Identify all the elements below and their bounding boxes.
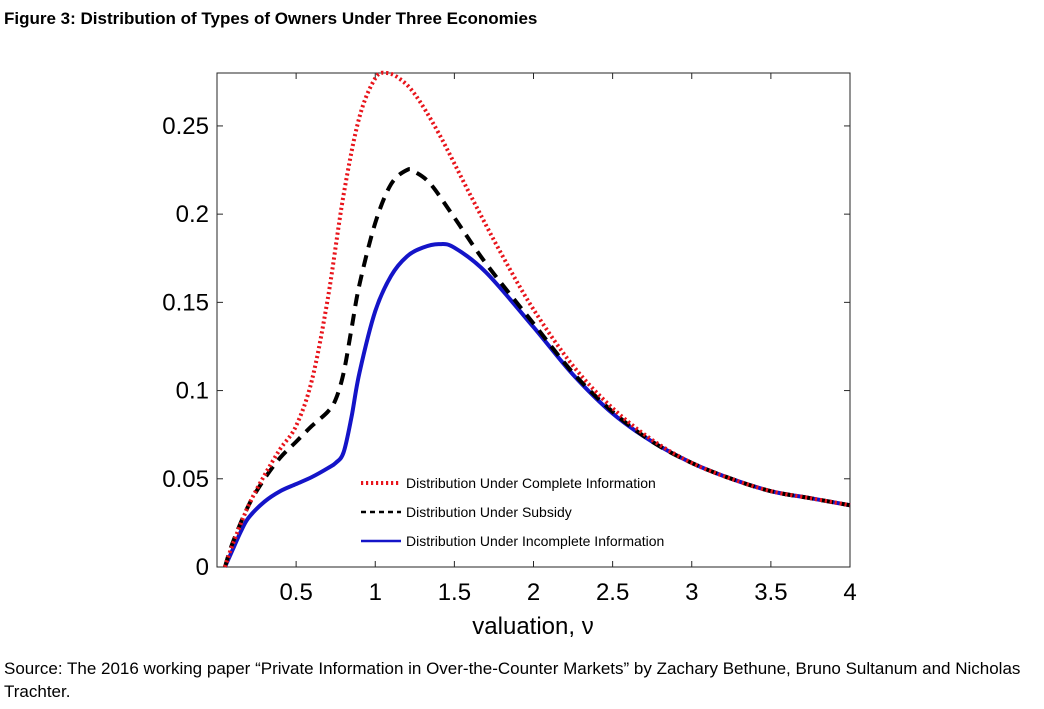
series-subsidy-line <box>223 167 851 568</box>
x-tick-label: 0.5 <box>279 579 312 606</box>
x-tick-label: 4 <box>843 579 856 606</box>
x-tick-label: 2 <box>527 579 540 606</box>
y-tick-label: 0 <box>196 554 209 581</box>
x-tick-label: 3.5 <box>754 579 787 606</box>
x-tick-label: 1.5 <box>438 579 471 606</box>
series-incomplete-information-line <box>223 242 851 568</box>
legend-label-subsidy: Distribution Under Subsidy <box>406 504 572 520</box>
legend-label-complete-information: Distribution Under Complete Information <box>406 475 656 491</box>
x-axis: 0.5 1 1.5 2 2.5 3 3.5 4 <box>279 73 857 606</box>
y-tick-label: 0.1 <box>176 378 209 405</box>
legend-label-incomplete-information: Distribution Under Incomplete Informatio… <box>406 533 664 549</box>
x-axis-label: valuation, ν <box>472 613 593 640</box>
series-complete-information-line <box>223 70 851 568</box>
y-tick-label: 0.15 <box>162 289 209 316</box>
figure-source: Source: The 2016 working paper “Private … <box>4 659 1021 701</box>
y-tick-label: 0.2 <box>176 201 209 228</box>
line-chart: 0 0.05 0.1 0.15 0.2 0.25 0.5 1 1.5 2 2.5 3 3.5 4 val… <box>162 70 857 640</box>
plot-frame <box>216 72 851 568</box>
figure-title: Figure 3: Distribution of Types of Owner… <box>4 9 538 28</box>
legend: Distribution Under Complete Information D… <box>361 475 664 549</box>
series-layer <box>223 70 851 568</box>
y-axis: 0 0.05 0.1 0.15 0.2 0.25 <box>162 113 850 581</box>
x-tick-label: 1 <box>369 579 382 606</box>
x-tick-label: 3 <box>685 579 698 606</box>
y-tick-label: 0.05 <box>162 466 209 493</box>
x-tick-label: 2.5 <box>596 579 629 606</box>
y-tick-label: 0.25 <box>162 113 209 140</box>
